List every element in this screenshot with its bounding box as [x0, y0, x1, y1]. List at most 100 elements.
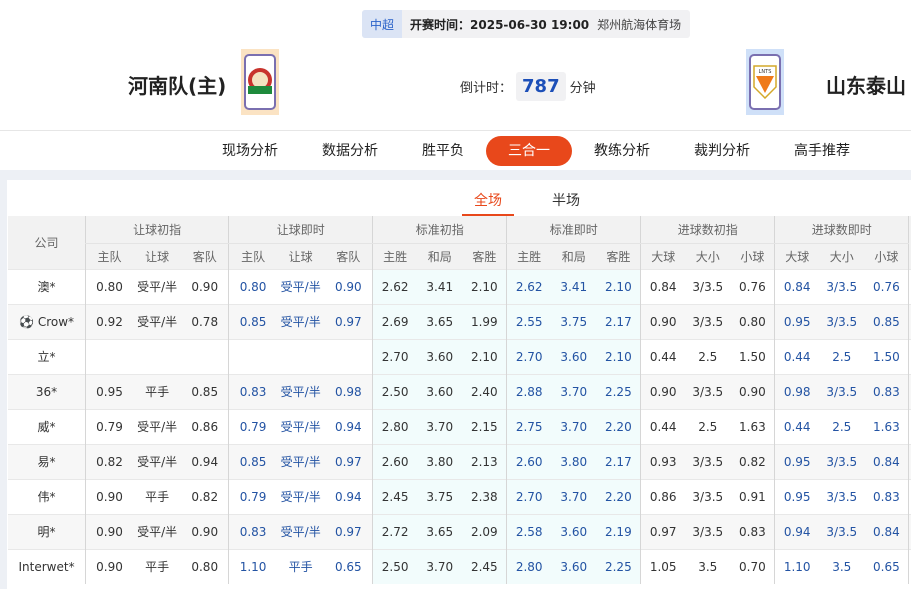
- away-team-name[interactable]: 山东泰山: [826, 74, 906, 98]
- nav-tab[interactable]: 高手推荐: [794, 143, 850, 159]
- odds-cell: 1.50: [730, 338, 775, 374]
- company-cell[interactable]: 伟*: [8, 478, 86, 514]
- tab-half-time[interactable]: 半场: [552, 193, 580, 209]
- odds-cell: 0.94: [324, 478, 373, 514]
- table-row: 澳* 0.80 受平/半 0.90 0.80 受平/半 0.90 2.62 3.41 2.10 2.…: [8, 268, 911, 304]
- tab-full-match[interactable]: 全场: [462, 190, 514, 216]
- odds-cell: 3.5: [819, 548, 865, 584]
- nav-tab[interactable]: 教练分析: [594, 143, 650, 159]
- odds-cell: 3/3.5: [685, 303, 731, 339]
- odds-cell: 2.70: [506, 478, 552, 514]
- odds-cell: 0.80: [730, 303, 775, 339]
- odds-cell: 0.83: [864, 373, 909, 409]
- svg-text:LNTS: LNTS: [759, 69, 772, 75]
- odds-cell: 0.79: [85, 408, 133, 444]
- odds-cell: 2.80: [506, 548, 552, 584]
- company-cell[interactable]: 立*: [8, 338, 86, 374]
- nav-tab[interactable]: 胜平负: [422, 143, 464, 159]
- company-cell[interactable]: 36*: [8, 373, 86, 409]
- column-header: 小球: [864, 243, 909, 269]
- table-row: ⚽ Crow* 0.92 受平/半 0.78 0.85 受平/半 0.97 2.69 3.65 1…: [8, 303, 911, 339]
- nav-tab[interactable]: 现场分析: [222, 143, 278, 159]
- odds-cell: 受平/半: [132, 513, 182, 549]
- odds-cell: 0.82: [85, 443, 133, 479]
- odds-cell: 2.25: [596, 373, 641, 409]
- odds-cell: 0.97: [640, 513, 686, 549]
- odds-cell: 3.60: [417, 373, 463, 409]
- odds-cell: 2.45: [462, 548, 507, 584]
- odds-cell: 0.94: [774, 513, 820, 549]
- company-cell[interactable]: 威*: [8, 408, 86, 444]
- nav-tab[interactable]: 数据分析: [322, 143, 378, 159]
- nav-tab[interactable]: 裁判分析: [694, 143, 750, 159]
- nav-tab[interactable]: 三合一: [486, 136, 572, 166]
- odds-cell: 0.86: [640, 478, 686, 514]
- odds-cell: 3.70: [417, 408, 463, 444]
- odds-cell: 2.50: [372, 373, 418, 409]
- league-badge[interactable]: 中超: [362, 10, 403, 38]
- odds-cell: 2.38: [462, 478, 507, 514]
- odds-cell: 2.5: [819, 338, 865, 374]
- odds-cell: 0.70: [730, 548, 775, 584]
- away-crest-icon: LNTS: [753, 65, 777, 99]
- group-header: 让球即时: [228, 216, 373, 244]
- odds-cell: 2.70: [506, 338, 552, 374]
- away-team-logo[interactable]: LNTS: [746, 49, 784, 115]
- odds-cell: 0.85: [181, 373, 229, 409]
- odds-cell: 0.90: [640, 373, 686, 409]
- odds-cell: 2.20: [596, 408, 641, 444]
- odds-cell: 0.97: [324, 513, 373, 549]
- odds-cell: 受平/半: [132, 303, 182, 339]
- odds-cell: 3.80: [551, 443, 597, 479]
- odds-cell: 3.80: [417, 443, 463, 479]
- odds-cell: 0.95: [774, 478, 820, 514]
- company-cell[interactable]: 易*: [8, 443, 86, 479]
- odds-cell: 2.15: [462, 408, 507, 444]
- odds-cell: 2.45: [372, 478, 418, 514]
- odds-cell: 受平/半: [132, 443, 182, 479]
- countdown-label: 倒计时：: [460, 81, 513, 96]
- odds-cell: 0.79: [228, 408, 278, 444]
- odds-cell: 0.95: [774, 443, 820, 479]
- odds-cell: [324, 338, 373, 374]
- group-header: 标准初指: [372, 216, 507, 244]
- column-header: 客队: [181, 243, 229, 269]
- company-cell[interactable]: 明*: [8, 513, 86, 549]
- company-cell[interactable]: Interwet*: [8, 548, 86, 584]
- column-header: 大球: [640, 243, 686, 269]
- odds-cell: 0.90: [85, 478, 133, 514]
- odds-cell: 1.99: [462, 303, 507, 339]
- odds-cell: 3/3.5: [685, 373, 731, 409]
- odds-cell: 0.90: [730, 373, 775, 409]
- odds-cell: [85, 338, 133, 374]
- table-row: 明* 0.90 受平/半 0.90 0.83 受平/半 0.97 2.72 3.65 2.09 2.…: [8, 513, 911, 549]
- odds-cell: 0.90: [640, 303, 686, 339]
- odds-cell: 受平/半: [277, 373, 325, 409]
- company-cell[interactable]: ⚽ Crow*: [8, 303, 86, 339]
- column-header: 主胜: [506, 243, 552, 269]
- odds-cell: 0.98: [324, 373, 373, 409]
- odds-cell: 2.13: [462, 443, 507, 479]
- odds-cell: [277, 338, 325, 374]
- odds-cell: 2.80: [372, 408, 418, 444]
- odds-cell: 3/3.5: [685, 513, 731, 549]
- odds-cell: 0.92: [85, 303, 133, 339]
- odds-cell: 0.95: [85, 373, 133, 409]
- home-team-logo[interactable]: [241, 49, 279, 115]
- odds-cell: 0.97: [324, 303, 373, 339]
- odds-cell: 受平/半: [277, 443, 325, 479]
- home-team-name[interactable]: 河南队(主): [128, 74, 227, 98]
- odds-cell: 受平/半: [277, 268, 325, 304]
- odds-cell: [228, 338, 278, 374]
- odds-cell: 2.75: [506, 408, 552, 444]
- odds-cell: 0.79: [228, 478, 278, 514]
- odds-cell: 3/3.5: [819, 373, 865, 409]
- odds-cell: 0.76: [864, 268, 909, 304]
- odds-cell: 3.60: [551, 338, 597, 374]
- odds-cell: 2.10: [462, 268, 507, 304]
- company-cell[interactable]: 澳*: [8, 268, 86, 304]
- odds-cell: 3.65: [417, 513, 463, 549]
- odds-cell: 2.69: [372, 303, 418, 339]
- group-header: 标准即时: [506, 216, 641, 244]
- column-header: 主队: [228, 243, 278, 269]
